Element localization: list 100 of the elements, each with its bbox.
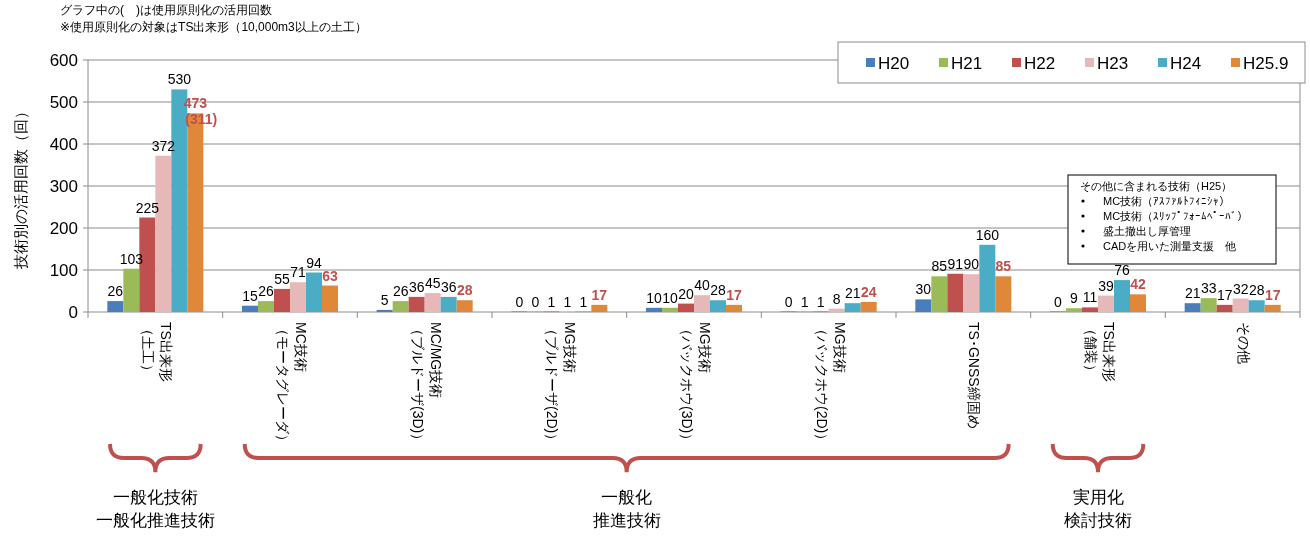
data-label: 55 <box>274 270 290 287</box>
bar <box>258 301 274 312</box>
data-label: 71 <box>290 264 306 281</box>
data-label: 90 <box>963 256 980 273</box>
data-label: 1 <box>816 293 825 310</box>
data-label: 45 <box>424 275 441 292</box>
annotation: CADを用いた測量支援 他 <box>1103 240 1237 252</box>
bar <box>1130 294 1146 312</box>
data-label: 0 <box>515 294 524 310</box>
x-tick-label: MG技術（ブルドーザ(2D)） <box>544 322 579 448</box>
y-tick-label: 0 <box>68 303 78 322</box>
bar <box>1264 304 1281 312</box>
data-label: 85 <box>995 258 1012 275</box>
bar <box>915 299 932 312</box>
data-label: 1 <box>563 293 572 310</box>
bar <box>440 296 457 312</box>
bar <box>107 301 124 312</box>
annotation: MC技術（ｽﾘｯﾌﾟﾌｫｰﾑﾍﾟｰﾊﾞ） <box>1103 210 1249 222</box>
bar <box>844 303 861 312</box>
bar <box>123 268 140 312</box>
bar <box>1248 300 1265 312</box>
data-label: 15 <box>242 287 258 304</box>
legend-label: H21 <box>951 54 983 73</box>
y-tick-label: 100 <box>49 261 78 280</box>
bar <box>860 301 877 312</box>
data-label: 8 <box>832 290 841 307</box>
text: 実用化検討技術 <box>1064 488 1132 530</box>
data-label: 26 <box>258 283 274 300</box>
y-tick-label: 400 <box>49 135 78 154</box>
data-label: 10 <box>646 289 662 306</box>
bar <box>662 307 678 312</box>
data-label: 20 <box>678 285 694 302</box>
data-label: 63 <box>322 267 338 284</box>
annotation: その他に含まれる技術（H25） <box>1080 180 1233 192</box>
x-tick-label: MG技術（バックホウ(3D)） <box>679 322 713 448</box>
data-label: 11 <box>1082 289 1098 306</box>
x-tick-label: TS出来形（舗装） <box>1083 322 1117 382</box>
data-label: 28 <box>1248 282 1265 299</box>
bar <box>408 296 425 312</box>
y-axis-title: 技術別の活用回数（回） <box>12 103 29 270</box>
bar <box>694 295 710 312</box>
bar <box>1114 280 1130 312</box>
bar <box>1216 304 1233 312</box>
data-label: 30 <box>915 281 932 298</box>
bar <box>678 303 694 312</box>
data-label: 85 <box>931 258 948 275</box>
bar <box>1184 303 1201 312</box>
data-label: 0 <box>1054 294 1063 310</box>
x-tick-label: TS･GNSS締固め <box>966 322 983 429</box>
data-label: 1 <box>547 293 556 310</box>
bar <box>306 272 322 312</box>
x-tick-label: TS出来形（土工） <box>140 322 175 382</box>
bar <box>376 309 393 312</box>
legend-label: H24 <box>1170 54 1202 73</box>
y-tick-label: 200 <box>49 219 78 238</box>
data-label: 28 <box>456 282 473 299</box>
data-label: 10 <box>662 289 678 306</box>
bar <box>931 276 948 312</box>
bar <box>456 300 473 312</box>
data-label: 33 <box>1200 280 1217 297</box>
bar <box>242 305 258 312</box>
bar <box>424 293 441 312</box>
data-label: 94 <box>306 254 322 271</box>
data-label: 17 <box>591 286 608 303</box>
data-label: 17 <box>726 286 742 303</box>
data-label: 40 <box>694 277 710 294</box>
annotation: MC技術（ｱｽﾌｧﾙﾄﾌｨﾆｼｬ） <box>1103 195 1231 207</box>
bar <box>646 307 662 312</box>
x-tick-label: MG技術（バックホウ(2D)） <box>813 322 848 448</box>
annotation: 盛土撤出し厚管理 <box>1103 225 1191 237</box>
data-label: 9 <box>1070 290 1079 307</box>
data-label: 225 <box>135 199 160 216</box>
bar <box>1098 295 1114 312</box>
data-label: 530 <box>167 71 192 88</box>
data-label: 21 <box>1184 285 1201 302</box>
data-label: 21 <box>844 285 861 302</box>
bar <box>1232 298 1249 312</box>
data-label: 36 <box>440 278 457 295</box>
text: 一般化推進技術 <box>592 488 661 530</box>
bar <box>322 285 338 312</box>
bar <box>274 288 290 312</box>
bar <box>995 276 1012 312</box>
data-label: 1 <box>800 293 809 310</box>
data-label: 17 <box>1264 286 1281 303</box>
bar <box>726 304 742 312</box>
bar <box>290 282 306 312</box>
text: ※使用原則化の対象はTS出来形（10,000m3以上の土工） <box>60 20 367 34</box>
data-label: 28 <box>710 282 726 299</box>
data-label: 26 <box>107 283 124 300</box>
bar <box>710 300 726 312</box>
data-label: 24 <box>860 283 877 300</box>
bar <box>591 304 608 312</box>
x-tick-label: MC技術（モータグレーダ） <box>275 322 309 448</box>
x-tick-label: その他 <box>1235 322 1252 364</box>
y-tick-label: 300 <box>49 177 78 196</box>
data-label: 36 <box>408 278 425 295</box>
data-label: 39 <box>1098 277 1114 294</box>
bar <box>1066 308 1082 312</box>
legend-label: H20 <box>878 54 910 73</box>
data-label: 91 <box>947 255 964 272</box>
